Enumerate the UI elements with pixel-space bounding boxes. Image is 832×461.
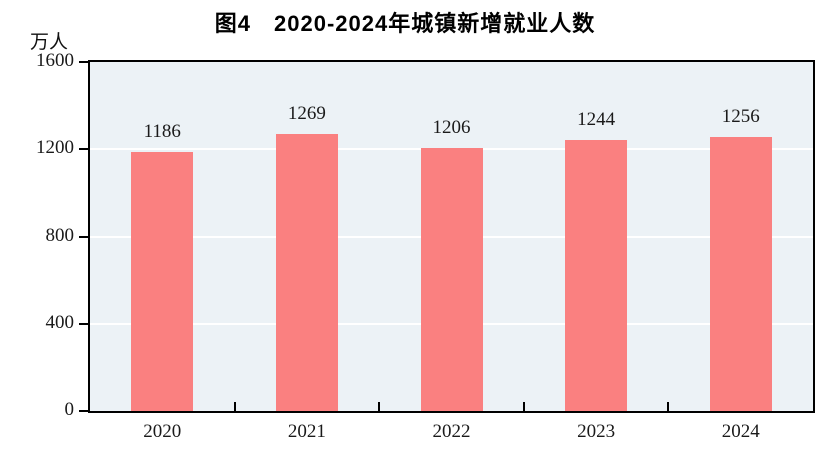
y-axis-unit-label: 万人 xyxy=(30,32,69,53)
bar-value-label: 1269 xyxy=(287,103,326,125)
x-axis-tick-mark xyxy=(667,402,670,411)
plot-area: 1186 1269 1206 1244 1256 xyxy=(88,60,815,413)
y-axis-tick-label: 800 xyxy=(45,224,75,246)
y-axis-tick-mark xyxy=(79,148,88,151)
bar xyxy=(275,134,338,411)
x-axis-category-label: 2020 xyxy=(143,421,182,442)
bar xyxy=(420,147,483,411)
bar-value-label: 1244 xyxy=(577,108,616,130)
y-axis-tick-label: 1600 xyxy=(36,50,74,71)
bar xyxy=(131,152,194,411)
x-axis-category-label: 2023 xyxy=(577,421,616,442)
bar-value-label: 1186 xyxy=(143,121,181,143)
y-axis-tick-label: 0 xyxy=(64,399,75,420)
x-axis-tick-mark xyxy=(378,402,381,411)
y-axis-tick-mark xyxy=(79,235,88,238)
x-axis-tick-mark xyxy=(522,402,525,411)
bar-value-label: 1256 xyxy=(721,106,760,128)
bar-value-label: 1206 xyxy=(432,116,471,138)
x-axis-tick-mark xyxy=(233,402,236,411)
x-axis-category-label: 2022 xyxy=(432,421,471,442)
y-axis-tick-mark xyxy=(79,410,88,412)
chart-title: 图4 2020-2024年城镇新增就业人数 xyxy=(214,11,596,36)
x-axis-category-label: 2021 xyxy=(287,421,326,442)
y-axis-tick-label: 400 xyxy=(45,311,75,333)
bar xyxy=(565,139,628,411)
y-axis-tick-mark xyxy=(79,322,88,325)
x-axis-category-label: 2024 xyxy=(721,421,760,442)
y-axis-tick-label: 1200 xyxy=(36,137,74,159)
bar xyxy=(709,137,772,411)
y-axis-tick-mark xyxy=(79,61,88,63)
